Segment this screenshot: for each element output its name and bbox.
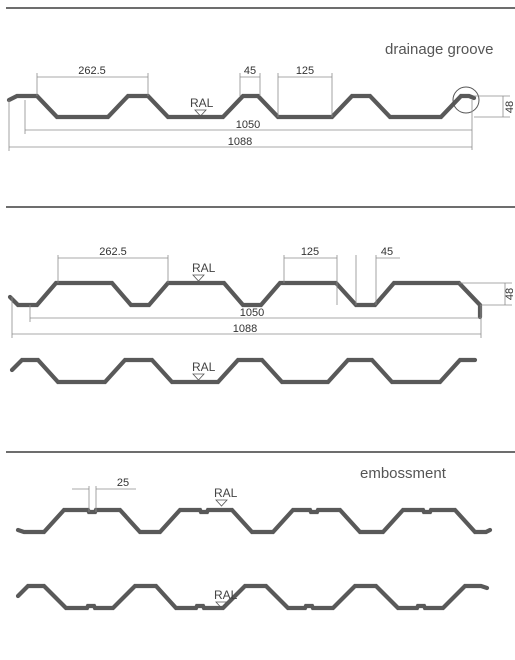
ral-label: RAL	[192, 360, 216, 374]
ral-label: RAL	[214, 486, 238, 500]
dim-label-1050: 1050	[236, 119, 260, 131]
dim-label-1088: 1088	[228, 136, 252, 148]
embossed-profile	[15, 507, 493, 535]
ral-arrow-icon	[192, 373, 205, 381]
trapezoid-profile-reversed	[9, 357, 478, 385]
drainage-groove-circle	[452, 86, 480, 114]
dim-label-48: 48	[504, 101, 515, 113]
caption-embossment: embossment	[360, 465, 447, 482]
dim-label-125: 125	[301, 246, 319, 258]
ral-label: RAL	[214, 588, 238, 602]
ral-arrow-icon	[192, 274, 205, 282]
ral-arrow-icon	[215, 601, 228, 609]
dim-label-1088: 1088	[233, 323, 257, 335]
ral-arrow-icon	[194, 109, 207, 117]
section-embossment: embossment 25 RAL RAL	[15, 465, 493, 611]
caption-drainage-groove: drainage groove	[385, 41, 493, 58]
ral-label: RAL	[192, 261, 216, 275]
dim-label-262-5: 262.5	[99, 246, 127, 258]
dim-label-1050: 1050	[240, 307, 264, 319]
embossed-profile-reversed	[15, 583, 490, 611]
ral-arrow-icon	[215, 499, 228, 507]
dim-label-262-5: 262.5	[78, 65, 106, 77]
section-drainage-groove: drainage groove 48 262.5 45 125 RAL 1050	[6, 41, 515, 151]
trapezoid-profile	[7, 280, 483, 320]
section-standard-profile: 262.5 125 45 RAL 48 1050 1088 RAL	[7, 246, 515, 385]
ral-label: RAL	[190, 96, 214, 110]
trapezoid-profile	[6, 93, 477, 120]
dim-label-45: 45	[244, 65, 256, 77]
dim-label-25: 25	[117, 477, 129, 489]
dim-label-125: 125	[296, 65, 314, 77]
dim-label-45: 45	[381, 246, 393, 258]
dim-label-48: 48	[504, 288, 515, 300]
